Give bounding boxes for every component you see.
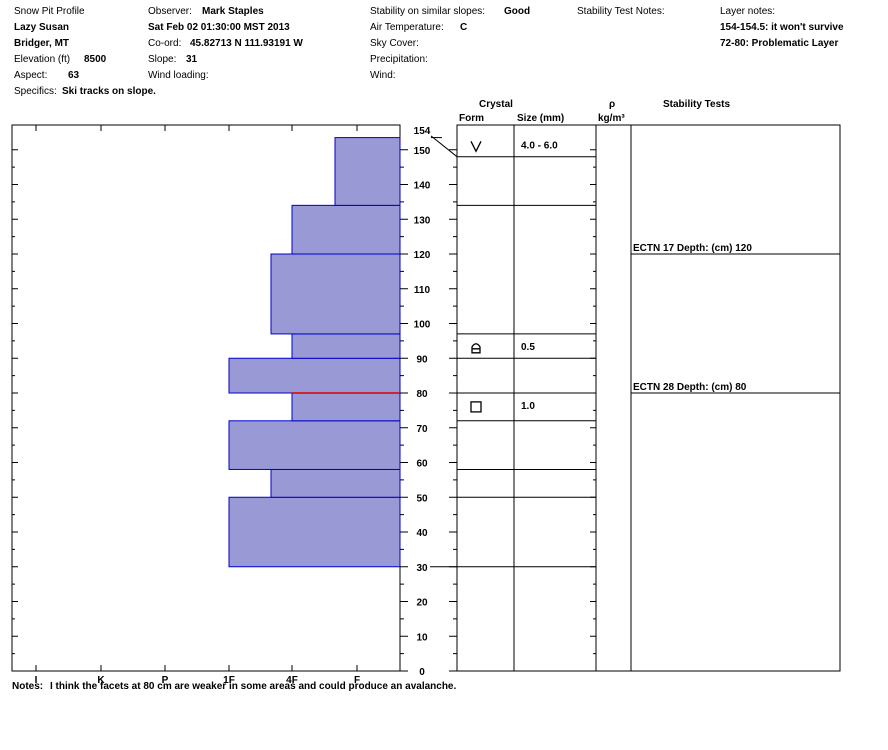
depth-tick-label: 20	[416, 598, 428, 609]
hardness-bar	[291, 392, 401, 422]
crystal-size-label: 4.0 - 6.0	[521, 140, 558, 151]
depth-tick-label: 60	[416, 459, 428, 470]
observer-value: Mark Staples	[202, 6, 264, 17]
layer-connector-line	[430, 135, 458, 158]
hardness-tick-label: F	[354, 675, 360, 686]
rho-header: ρ	[609, 99, 616, 110]
coord-value: 45.82713 N 111.93191 W	[190, 38, 303, 49]
crystal-header: Crystal	[479, 99, 513, 110]
notes-text: I think the facets at 80 cm are weaker i…	[50, 681, 457, 692]
faceted-crystal-icon	[470, 401, 482, 413]
hardness-bar	[291, 333, 401, 359]
page-title: Snow Pit Profile	[14, 6, 85, 17]
aspect-value: 63	[68, 70, 80, 81]
coord-label: Co-ord:	[148, 38, 182, 49]
hardness-bar	[228, 496, 401, 568]
location-name: Lazy Susan	[14, 22, 70, 33]
wind-label: Wind:	[370, 70, 396, 81]
layer-note: 72-80: Problematic Layer	[720, 38, 839, 49]
layer-notes-label: Layer notes:	[720, 6, 776, 17]
size-header: Size (mm)	[517, 113, 565, 124]
depth-top-label: 154	[414, 126, 431, 137]
elevation-value: 8500	[84, 54, 107, 65]
depth-tick-label: 150	[414, 146, 431, 157]
depth-tick-label: 30	[416, 563, 428, 574]
stability-test-label: ECTN 28 Depth: (cm) 80	[633, 382, 747, 393]
air-temp-label: Air Temperature:	[370, 22, 444, 33]
depth-tick-label: 130	[414, 215, 431, 226]
hardness-tick-label: I	[35, 675, 38, 686]
observer-label: Observer:	[148, 6, 192, 17]
depth-tick-label: 120	[414, 250, 431, 261]
depth-hoar-icon	[471, 343, 481, 354]
datetime-value: Sat Feb 02 01:30:00 MST 2013	[148, 22, 290, 33]
specifics-value: Ski tracks on slope.	[62, 86, 156, 97]
region-name: Bridger, MT	[14, 38, 70, 49]
depth-tick-label: 90	[416, 354, 428, 365]
slope-value: 31	[186, 54, 198, 65]
wind-loading-label: Wind loading:	[148, 70, 209, 81]
precipitation-label: Precipitation:	[370, 54, 428, 65]
hardness-bar	[270, 468, 401, 498]
sky-cover-label: Sky Cover:	[370, 38, 419, 49]
elevation-label: Elevation (ft)	[14, 54, 71, 65]
hardness-bar	[291, 204, 401, 255]
air-temp-value: C	[460, 22, 468, 33]
slope-label: Slope:	[148, 54, 177, 65]
crystal-size-label: 0.5	[521, 342, 535, 353]
hardness-bar	[334, 137, 401, 206]
notes-label: Notes:	[12, 681, 44, 692]
stability-value: Good	[504, 6, 531, 17]
stability-notes-label: Stability Test Notes:	[577, 6, 665, 17]
hardness-tick-label: K	[97, 675, 105, 686]
hardness-bar	[270, 253, 401, 335]
stability-tests-header: Stability Tests	[663, 99, 731, 110]
hardness-tick-label: P	[162, 675, 169, 686]
hardness-bar	[228, 420, 401, 470]
hardness-bar	[228, 357, 401, 394]
depth-tick-label: 110	[414, 285, 431, 296]
stability-test-label: ECTN 17 Depth: (cm) 120	[633, 243, 752, 254]
form-header: Form	[459, 113, 484, 124]
density-unit-header: kg/m³	[598, 113, 625, 124]
depth-tick-label: 40	[416, 528, 428, 539]
hardness-tick-label: 4F	[286, 675, 298, 686]
depth-tick-label: 70	[416, 424, 428, 435]
stability-label: Stability on similar slopes:	[370, 6, 486, 17]
depth-tick-label: 0	[419, 667, 425, 678]
layer-note: 154-154.5: it won't survive	[720, 22, 844, 33]
surface-hoar-icon	[470, 140, 482, 153]
depth-tick-label: 10	[416, 632, 428, 643]
depth-tick-label: 80	[416, 389, 428, 400]
aspect-label: Aspect:	[14, 70, 48, 81]
layer-table-frame	[456, 124, 841, 672]
crystal-size-label: 1.0	[521, 401, 535, 412]
hardness-tick-label: 1F	[223, 675, 235, 686]
depth-tick-label: 50	[416, 493, 428, 504]
depth-tick-label: 140	[414, 181, 431, 192]
specifics-label: Specifics:	[14, 86, 57, 97]
depth-tick-label: 100	[414, 320, 431, 331]
